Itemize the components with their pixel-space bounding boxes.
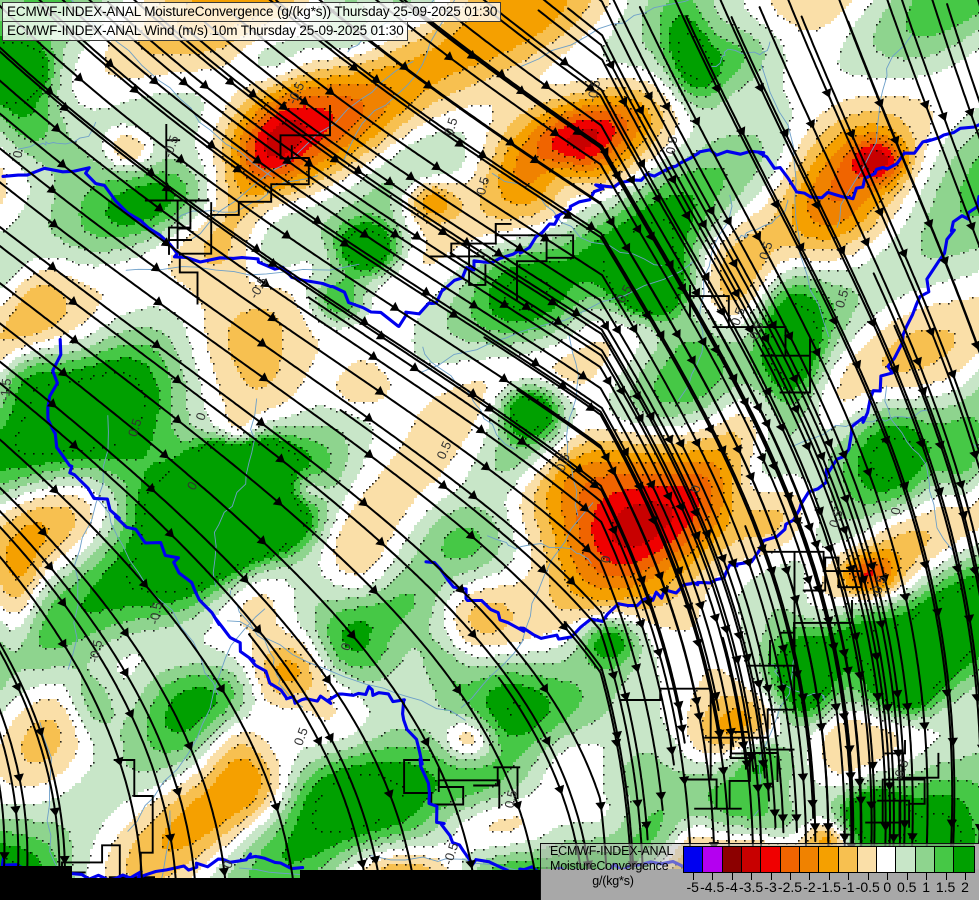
contour-label: 0.5 bbox=[728, 305, 748, 327]
contour-label: 0.5 bbox=[291, 725, 311, 747]
legend-tick bbox=[867, 873, 869, 880]
legend-tick-label: -5 bbox=[686, 879, 699, 895]
legend-swatch-10[interactable] bbox=[877, 847, 897, 872]
legend-swatch-1[interactable] bbox=[703, 847, 723, 872]
contour-label: 0.5 bbox=[756, 240, 776, 262]
legend-tick-label: -1 bbox=[842, 879, 855, 895]
legend-model-label: ECMWF-INDEX-ANAL bbox=[550, 844, 674, 858]
legend-field-label: MoistureConvergence bbox=[550, 859, 669, 873]
legend-tick bbox=[887, 873, 889, 880]
contour-label: 0.5 bbox=[501, 789, 519, 810]
contour-label: 0 bbox=[598, 554, 614, 564]
contour-label: -0.5 bbox=[160, 133, 182, 159]
legend-tick bbox=[770, 873, 772, 880]
legend-tick-label: 0.5 bbox=[896, 879, 917, 895]
legend-swatch-3[interactable] bbox=[741, 847, 762, 872]
contour-label: 0 bbox=[10, 149, 26, 159]
legend-swatch-6[interactable] bbox=[799, 847, 820, 872]
contour-label: 0.5 bbox=[433, 439, 454, 462]
contour-label: 0.5 bbox=[441, 116, 461, 138]
legend-swatch-4[interactable] bbox=[761, 847, 781, 872]
contour-label: 0 bbox=[219, 858, 236, 870]
contour-label: -0.5 bbox=[584, 79, 603, 104]
contour-label: -0.5 bbox=[146, 601, 165, 626]
contour-label: -0.5 bbox=[86, 639, 105, 664]
legend-ticks bbox=[683, 873, 976, 880]
legend-tick bbox=[828, 873, 830, 880]
contour-label: 0.5 bbox=[553, 451, 573, 473]
contour-label: 0.5 bbox=[826, 507, 846, 529]
legend-tick bbox=[712, 873, 714, 880]
contour-label: 0 bbox=[888, 506, 904, 516]
legend-tick-label: -2.5 bbox=[777, 879, 803, 895]
legend-tick-label: -4.5 bbox=[700, 879, 725, 895]
legend-tick-label: 2 bbox=[961, 879, 969, 895]
contour-label: 0 bbox=[192, 410, 209, 422]
legend-tick bbox=[809, 873, 811, 880]
legend-swatch-7[interactable] bbox=[819, 847, 839, 872]
legend-swatch-0[interactable] bbox=[684, 847, 704, 872]
title-wind: ECMWF-INDEX-ANAL Wind (m/s) 10m Thursday… bbox=[2, 21, 408, 41]
legend-swatch-9[interactable] bbox=[857, 847, 878, 872]
legend-tick bbox=[965, 873, 967, 880]
legend-tick-label: 1.5 bbox=[935, 879, 956, 895]
legend-swatch-5[interactable] bbox=[780, 847, 800, 872]
legend-swatch-11[interactable] bbox=[896, 847, 916, 872]
contour-label: -0.5 bbox=[745, 319, 767, 345]
legend-tick bbox=[926, 873, 928, 880]
legend-tick-label: -4 bbox=[725, 879, 738, 895]
legend-tick-label: -2 bbox=[803, 879, 816, 895]
legend-panel-bottom bbox=[540, 869, 979, 900]
contour-label: 0.5 bbox=[125, 417, 145, 439]
no-data-band-mid bbox=[300, 870, 560, 900]
legend-tick-label: -3.5 bbox=[739, 879, 764, 895]
contour-label: -0.5 bbox=[890, 757, 912, 783]
legend-tick bbox=[751, 873, 753, 880]
legend-tick-label: 0 bbox=[883, 879, 892, 895]
contour-label: 0 bbox=[687, 483, 703, 494]
legend-tick bbox=[906, 873, 908, 880]
legend-tick-labels: -5 -4.5 -4 -3.5 -3 -2.5 -2 -1.5 -1 -0.5 0 0.5 1 1.5 2 bbox=[673, 879, 979, 899]
legend-swatch-13[interactable] bbox=[935, 847, 955, 872]
legend-tick-label: -0.5 bbox=[855, 879, 880, 895]
legend-tick bbox=[731, 873, 733, 880]
legend-tick-label: -1.5 bbox=[816, 879, 841, 895]
legend-colorbar[interactable] bbox=[683, 846, 975, 873]
legend-tick bbox=[692, 873, 694, 880]
legend-caption: ECMWF-INDEX-ANAL MoistureConvergence g/(… bbox=[544, 844, 686, 889]
contour-label: 0 bbox=[337, 641, 354, 653]
color-legend[interactable]: ECMWF-INDEX-ANAL MoistureConvergence g/(… bbox=[540, 843, 979, 900]
title-moisture-convergence: ECMWF-INDEX-ANAL MoistureConvergence (g/… bbox=[2, 2, 502, 22]
contour-label: 0.5 bbox=[473, 175, 492, 196]
contour-label: -0.5 bbox=[868, 574, 889, 600]
legend-units-label: g/(kg*s) bbox=[592, 874, 634, 888]
legend-tick bbox=[848, 873, 850, 880]
contour-label: -1.5 bbox=[0, 378, 14, 402]
contour-label: -0.5 bbox=[440, 841, 461, 867]
no-data-band-left bbox=[0, 866, 72, 900]
contour-label: 0.5 bbox=[663, 135, 681, 155]
legend-swatch-14[interactable] bbox=[954, 847, 974, 872]
legend-tick-label: 1 bbox=[922, 879, 931, 895]
legend-swatch-2[interactable] bbox=[722, 847, 742, 872]
legend-tick-label: -3 bbox=[764, 879, 777, 895]
legend-swatch-12[interactable] bbox=[915, 847, 936, 872]
legend-swatch-8[interactable] bbox=[838, 847, 858, 872]
contour-label: 0.5 bbox=[832, 288, 851, 310]
contour-label-layer: 0 -0.5-0.5-0.50.50.5-0.50.50.50.50.50.50.… bbox=[0, 79, 912, 871]
legend-tick bbox=[945, 873, 947, 880]
legend-tick bbox=[789, 873, 791, 880]
